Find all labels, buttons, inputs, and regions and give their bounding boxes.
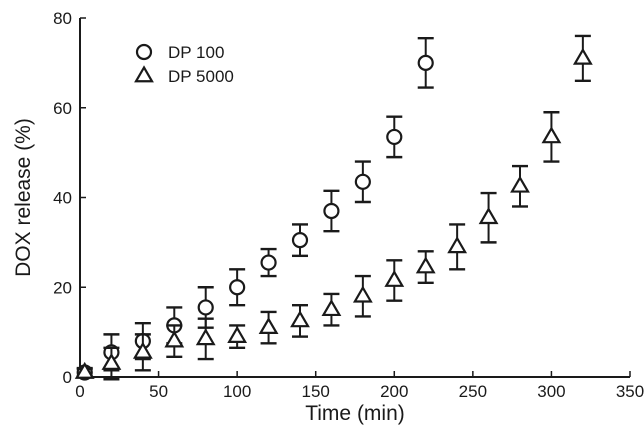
data-point bbox=[386, 128, 403, 146]
data-point bbox=[74, 361, 95, 379]
data-point bbox=[164, 330, 185, 348]
data-point bbox=[195, 328, 216, 346]
data-point bbox=[323, 202, 340, 220]
data-point bbox=[258, 316, 279, 335]
x-tick-label: 300 bbox=[537, 382, 565, 401]
legend: DP 100 DP 5000 bbox=[134, 43, 234, 86]
x-tick-label: 350 bbox=[616, 382, 644, 401]
data-marks bbox=[74, 34, 593, 381]
data-point bbox=[417, 54, 434, 71]
y-tick-label: 20 bbox=[53, 278, 72, 297]
data-point bbox=[290, 310, 310, 328]
data-point bbox=[197, 299, 214, 316]
data-point bbox=[132, 341, 153, 359]
data-point bbox=[354, 173, 371, 190]
x-tick-label: 50 bbox=[149, 382, 168, 401]
data-point bbox=[352, 285, 373, 303]
data-point bbox=[572, 47, 593, 65]
data-point bbox=[227, 325, 248, 343]
data-point bbox=[321, 298, 342, 317]
y-tick-label: 80 bbox=[53, 9, 72, 28]
y-axis-title: DOX release (%) bbox=[12, 118, 35, 277]
data-point bbox=[510, 175, 530, 193]
data-point bbox=[478, 207, 499, 225]
y-tick-label: 40 bbox=[53, 189, 72, 208]
x-tick-label: 0 bbox=[75, 382, 84, 401]
x-tick-label: 200 bbox=[380, 382, 408, 401]
series-triangle bbox=[74, 34, 593, 381]
data-point bbox=[541, 126, 562, 144]
data-point bbox=[447, 236, 468, 254]
data-point bbox=[229, 279, 246, 296]
legend-marker bbox=[135, 43, 153, 61]
data-point bbox=[260, 254, 277, 271]
axes bbox=[79, 18, 630, 378]
y-tick-label: 0 bbox=[63, 368, 72, 387]
legend-marker bbox=[134, 65, 154, 83]
data-point bbox=[101, 352, 122, 370]
x-tick-label: 100 bbox=[223, 382, 251, 401]
series-circle bbox=[76, 36, 434, 381]
data-point bbox=[415, 256, 436, 274]
x-tick-label: 150 bbox=[302, 382, 330, 401]
data-point bbox=[384, 269, 405, 287]
x-tick-label: 250 bbox=[459, 382, 487, 401]
data-point bbox=[291, 232, 309, 249]
x-axis-title: Time (min) bbox=[305, 402, 405, 425]
legend-label: DP 5000 bbox=[168, 67, 234, 86]
legend-label: DP 100 bbox=[168, 43, 224, 62]
y-tick-label: 60 bbox=[53, 99, 72, 118]
